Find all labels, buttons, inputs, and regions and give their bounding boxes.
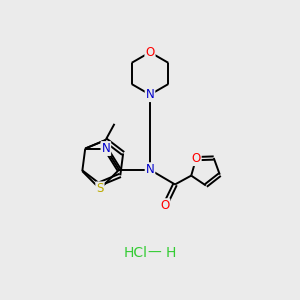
Text: H: H bbox=[165, 246, 176, 260]
Text: O: O bbox=[191, 152, 201, 165]
Text: N: N bbox=[146, 88, 154, 101]
Text: S: S bbox=[96, 182, 103, 195]
Text: HCl: HCl bbox=[123, 246, 147, 260]
Text: N: N bbox=[146, 163, 154, 176]
Text: O: O bbox=[160, 199, 169, 212]
Text: —: — bbox=[148, 246, 161, 260]
Text: O: O bbox=[146, 46, 154, 59]
Text: N: N bbox=[101, 142, 110, 155]
